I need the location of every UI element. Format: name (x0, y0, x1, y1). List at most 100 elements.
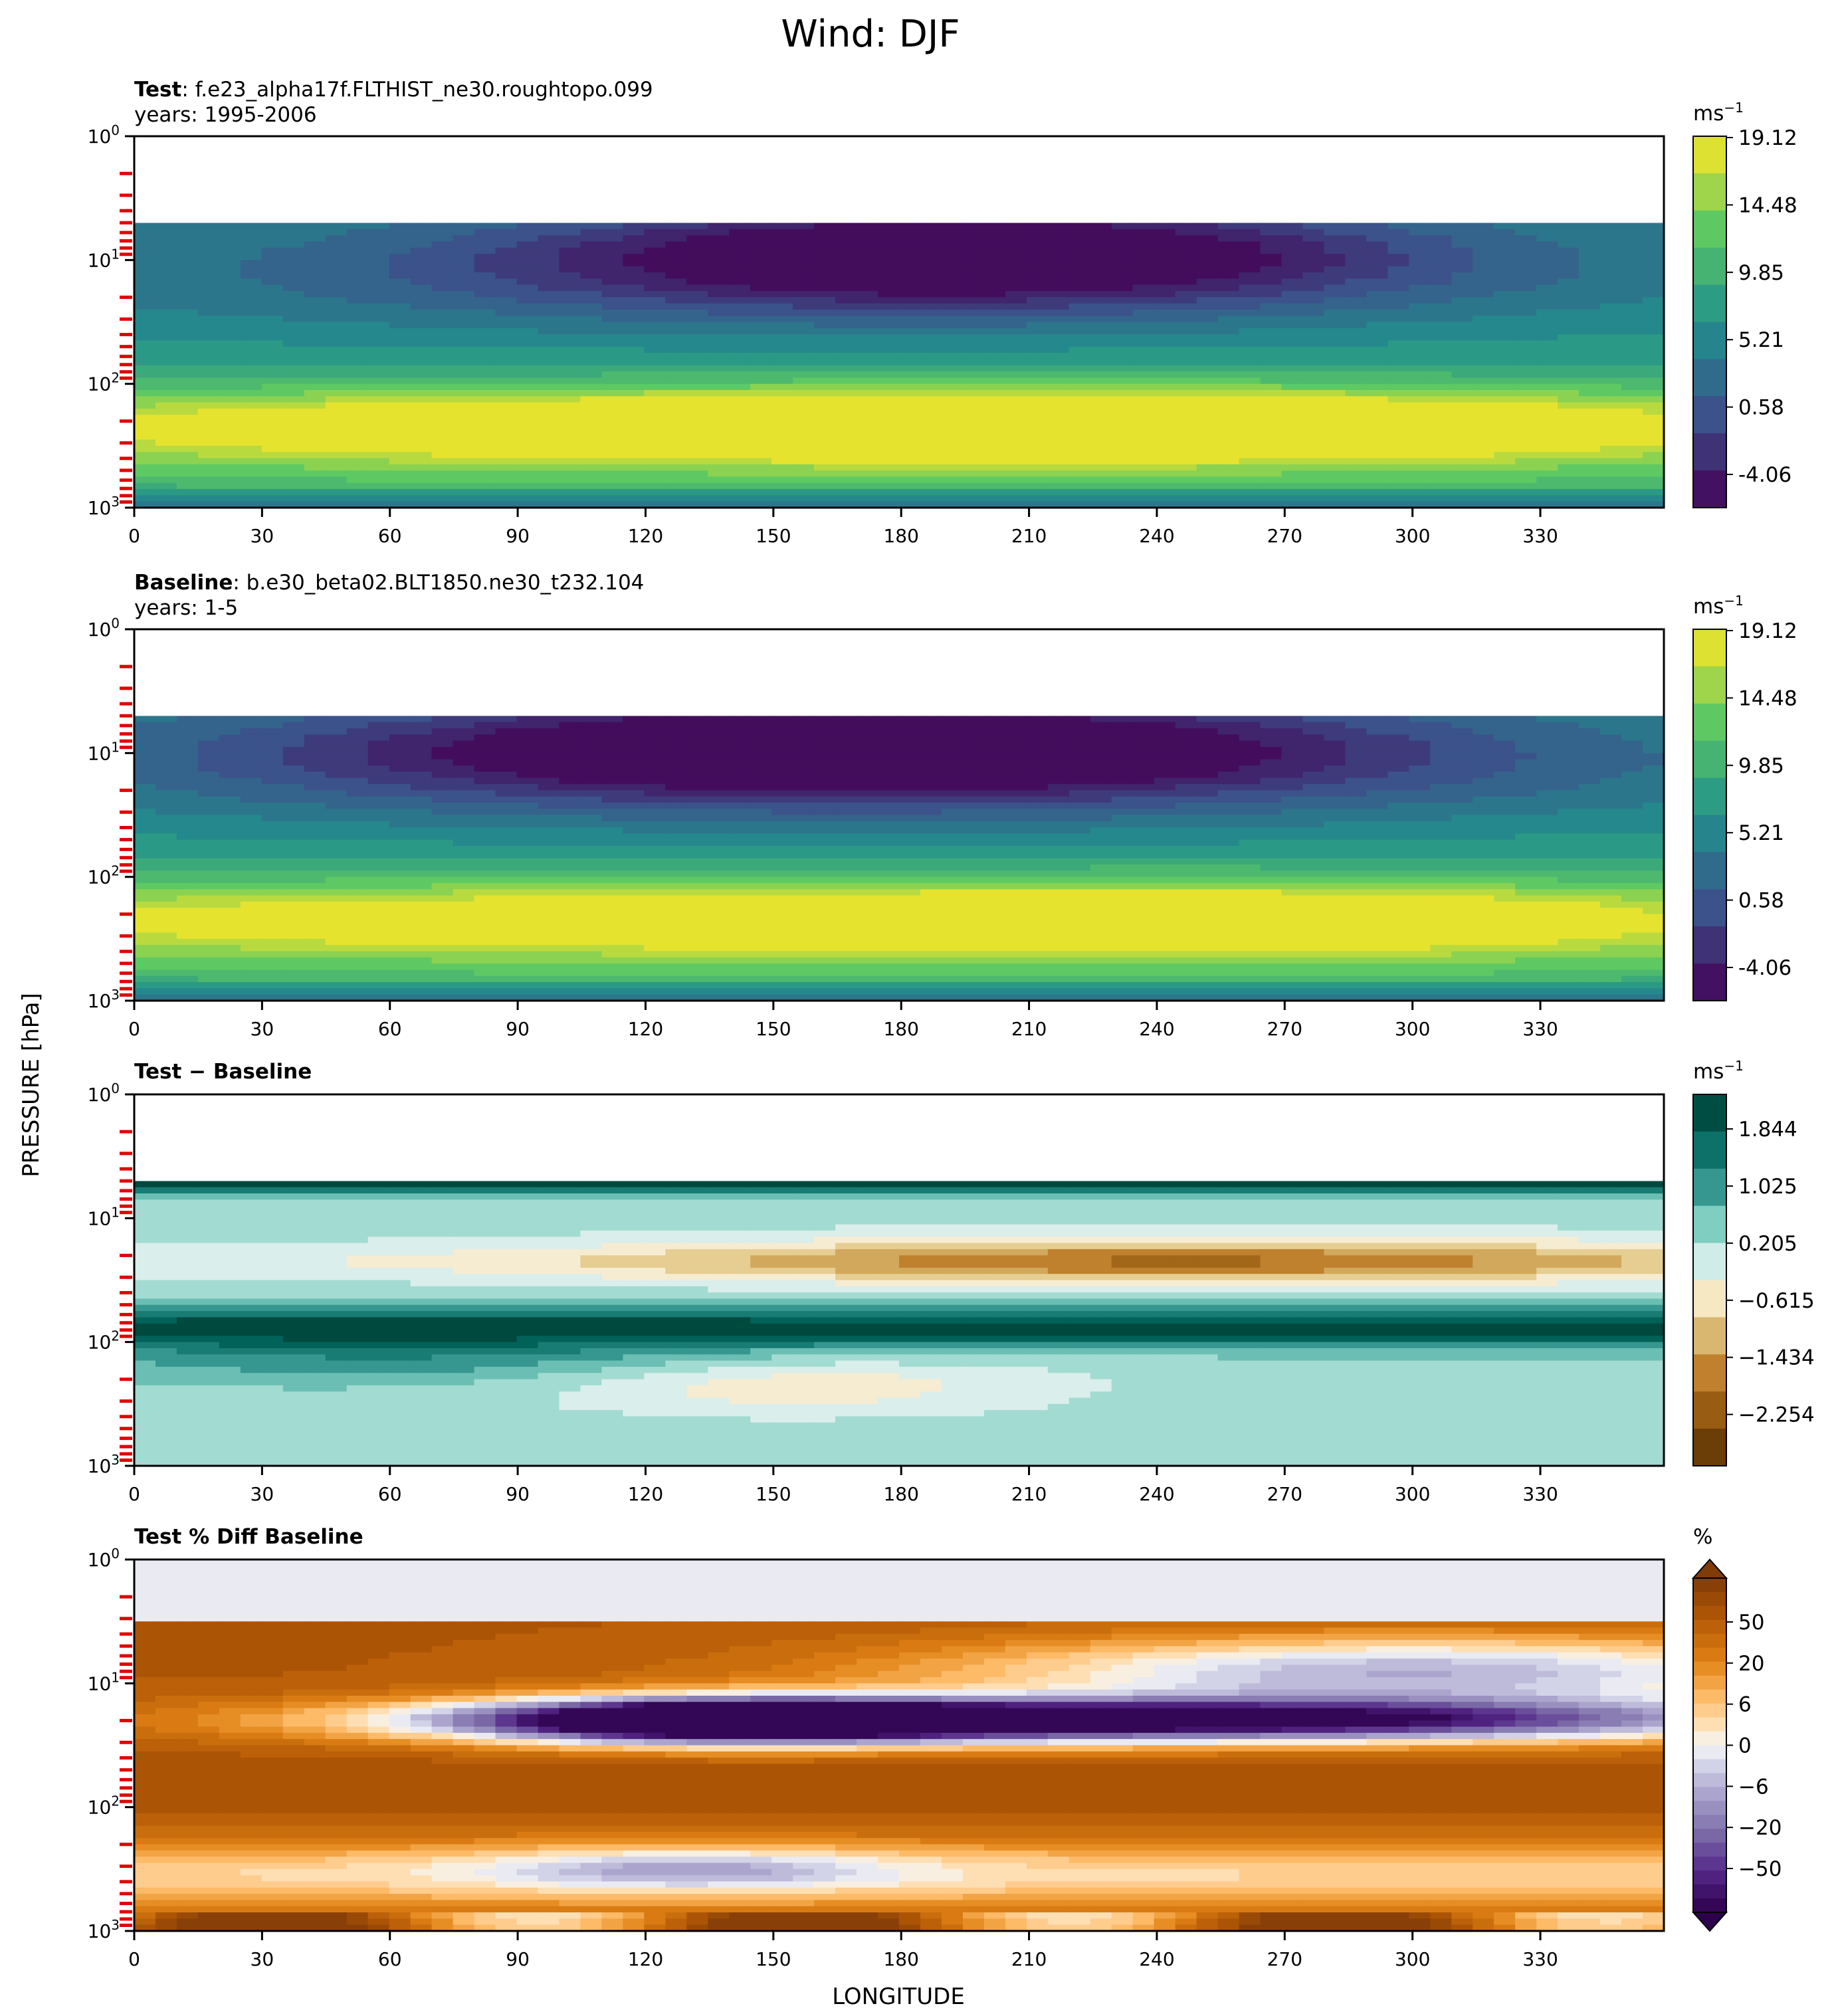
heatmap-cell (878, 304, 900, 310)
heatmap-cell (686, 192, 708, 199)
heatmap-cell (878, 248, 900, 254)
heatmap-cell (1090, 204, 1112, 211)
heatmap-cell (453, 192, 475, 199)
heatmap-cell (517, 248, 539, 254)
heatmap-cell (411, 433, 433, 440)
heatmap-cell (1175, 204, 1197, 211)
heatmap-cell (1005, 470, 1027, 477)
heatmap-cell (1324, 198, 1346, 205)
heatmap-cell (538, 272, 560, 279)
heatmap-cell (1175, 489, 1197, 496)
heatmap-cell (411, 470, 433, 477)
heatmap-cell (241, 198, 262, 205)
heatmap-cell (644, 340, 666, 347)
heatmap-cell (453, 198, 475, 205)
heatmap-cell (1239, 427, 1261, 434)
heatmap-cell (771, 204, 793, 211)
heatmap-cell (857, 452, 878, 458)
heatmap-cell (1239, 384, 1261, 391)
heatmap-cell (1302, 278, 1324, 285)
heatmap-cell (559, 483, 581, 490)
heatmap-cell (1048, 229, 1070, 236)
heatmap-cell (134, 192, 156, 199)
heatmap-cell (432, 291, 454, 298)
heatmap-cell (559, 248, 581, 254)
heatmap-cell (198, 409, 220, 415)
heatmap-cell (453, 347, 475, 353)
heatmap-cell (942, 440, 964, 447)
heatmap-cell (326, 192, 348, 199)
heatmap-cell (411, 173, 433, 180)
heatmap-cell (708, 285, 730, 292)
heatmap-cell (1473, 433, 1494, 440)
heatmap-cell (1451, 648, 1473, 655)
heatmap-cell (1090, 403, 1112, 409)
heatmap-cell (432, 446, 454, 453)
heatmap-cell (1579, 161, 1601, 167)
heatmap-cell (474, 266, 496, 273)
heatmap-cell (283, 142, 305, 149)
heatmap-cell (644, 446, 666, 453)
heatmap-cell (517, 470, 539, 477)
heatmap-cell (1621, 266, 1643, 273)
heatmap-cell (1387, 427, 1409, 434)
heatmap-cell (793, 666, 815, 673)
heatmap-cell (1473, 377, 1494, 384)
heatmap-cell (1261, 198, 1282, 205)
heatmap-cell (1175, 421, 1197, 428)
heatmap-cell (1324, 340, 1346, 347)
heatmap-cell (1473, 167, 1494, 174)
heatmap-cell (580, 396, 602, 403)
heatmap-cell (835, 672, 857, 679)
heatmap-cell (1600, 672, 1622, 679)
heatmap-cell (835, 136, 857, 143)
heatmap-cell (835, 409, 857, 415)
heatmap-cell (1558, 316, 1580, 322)
heatmap-cell (1451, 161, 1473, 167)
heatmap-cell (1579, 149, 1601, 155)
heatmap-cell (1239, 642, 1261, 649)
heatmap-cell (1197, 489, 1219, 496)
heatmap-cell (857, 654, 878, 660)
heatmap-cell (177, 179, 199, 186)
heatmap-cell (963, 446, 985, 453)
heatmap-cell (1048, 291, 1070, 298)
heatmap-cell (368, 310, 390, 316)
heatmap-cell (1048, 672, 1070, 679)
heatmap-cell (517, 334, 539, 341)
heatmap-cell (1430, 266, 1452, 273)
heatmap-cell (1515, 229, 1537, 236)
heatmap-cell (623, 452, 645, 458)
heatmap-cell (1175, 142, 1197, 149)
heatmap-cell (793, 136, 815, 143)
heatmap-cell (665, 371, 687, 378)
heatmap-cell (453, 489, 475, 496)
heatmap-cell (368, 204, 390, 211)
heatmap-cell (1621, 483, 1643, 490)
heatmap-cell (1494, 458, 1516, 464)
heatmap-cell (793, 384, 815, 391)
heatmap-cell (241, 489, 262, 496)
heatmap-cell (347, 266, 369, 273)
heatmap-cell (198, 495, 220, 502)
heatmap-cell (1366, 648, 1388, 655)
heatmap-cell (389, 217, 411, 223)
heatmap-cell (474, 285, 496, 292)
heatmap-cell (1621, 347, 1643, 353)
heatmap-cell (559, 297, 581, 304)
heatmap-cell (1643, 248, 1665, 254)
heatmap-cell (920, 495, 942, 502)
heatmap-cell (453, 272, 475, 279)
heatmap-cell (814, 272, 836, 279)
heatmap-cell (517, 340, 539, 347)
heatmap-cell (1409, 186, 1431, 193)
heatmap-cell (155, 291, 177, 298)
heatmap-cell (219, 421, 241, 428)
heatmap-cell (1643, 666, 1665, 673)
heatmap-cell (644, 316, 666, 322)
heatmap-cell (1473, 254, 1494, 260)
heatmap-cell (1409, 322, 1431, 329)
heatmap-cell (155, 421, 177, 428)
heatmap-cell (1643, 204, 1665, 211)
heatmap-cell (1324, 223, 1346, 229)
